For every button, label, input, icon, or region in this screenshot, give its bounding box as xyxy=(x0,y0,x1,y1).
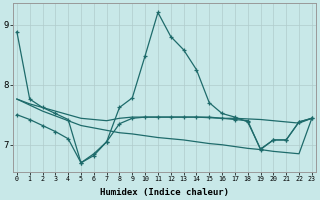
X-axis label: Humidex (Indice chaleur): Humidex (Indice chaleur) xyxy=(100,188,229,197)
